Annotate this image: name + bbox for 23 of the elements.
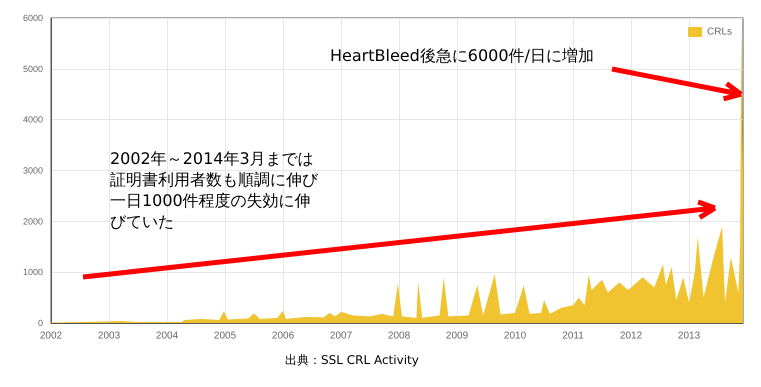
y-tick-label: 1000 (22, 267, 43, 278)
x-tick-label: 2007 (330, 330, 353, 342)
x-tick-label: 2009 (446, 330, 469, 342)
x-tick-label: 2011 (562, 330, 584, 342)
x-tick-label: 2012 (620, 330, 643, 342)
x-tick-label: 2002 (40, 330, 63, 342)
y-tick-label: 6000 (22, 13, 43, 23)
legend-label: CRLs (706, 26, 732, 38)
x-tick-label: 2006 (272, 330, 295, 342)
y-tick-label: 5000 (22, 64, 43, 74)
annotation: 2002年～2014年3月までは証明書利用者数も順調に伸び一日1000件程度の失効に伸びていた (110, 148, 320, 232)
y-tick-label: 4000 (22, 114, 43, 125)
y-tick-label: 3000 (22, 166, 43, 176)
source-note: 出典：SSL CRL Activity (285, 352, 419, 369)
x-tick-label: 2003 (98, 330, 121, 342)
x-tick-label: 2010 (504, 330, 527, 342)
x-tick-label: 2004 (156, 330, 179, 342)
annotation: HeartBleed後急に6000件/日に増加 (330, 45, 594, 66)
y-tick-label: 0 (38, 318, 43, 328)
x-tick-label: 2005 (214, 330, 237, 342)
y-tick-label: 2000 (22, 216, 43, 226)
x-tick-label: 2008 (388, 330, 411, 342)
x-tick-label: 2013 (678, 330, 701, 342)
